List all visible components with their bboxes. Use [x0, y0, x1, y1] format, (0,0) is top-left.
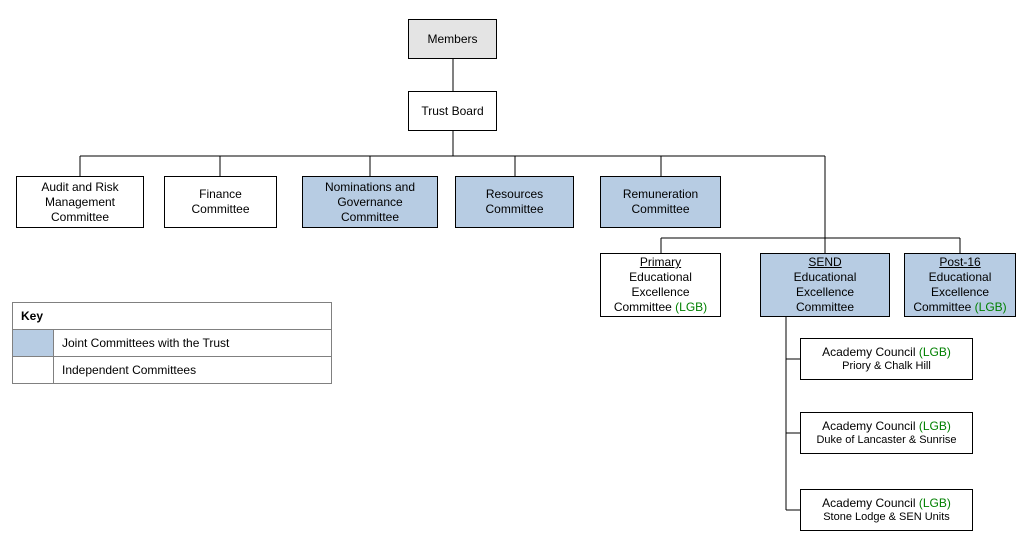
node-label: Members	[427, 32, 477, 47]
node-title: SEND	[808, 255, 841, 270]
node-academy-council-2: Academy Council (LGB) Duke of Lancaster …	[800, 412, 973, 454]
node-line: Educational	[794, 270, 857, 285]
node-line: Committee (LGB)	[913, 300, 1006, 315]
node-audit-risk: Audit and Risk Management Committee	[16, 176, 144, 228]
legend: Key Joint Committees with the Trust Inde…	[12, 302, 332, 384]
node-primary-eec: Primary Educational Excellence Committee…	[600, 253, 721, 317]
node-title: Post-16	[939, 255, 980, 270]
legend-label: Independent Committees	[54, 357, 331, 383]
legend-swatch-joint	[13, 330, 54, 356]
node-post16-eec: Post-16 Educational Excellence Committee…	[904, 253, 1016, 317]
lgb-tag: (LGB)	[919, 419, 951, 433]
lgb-tag: (LGB)	[919, 496, 951, 510]
node-line: Remuneration	[623, 187, 698, 202]
node-line: Educational	[629, 270, 692, 285]
legend-row: Joint Committees with the Trust	[13, 330, 331, 357]
lgb-tag: (LGB)	[975, 300, 1007, 314]
node-line: Management	[45, 195, 115, 210]
node-line: Excellence	[631, 285, 689, 300]
node-line: Finance	[199, 187, 242, 202]
node-line: Committee	[191, 202, 249, 217]
legend-label: Joint Committees with the Trust	[54, 330, 331, 356]
node-line: Educational	[929, 270, 992, 285]
node-line: Committee	[631, 202, 689, 217]
node-members: Members	[408, 19, 497, 59]
legend-swatch-indep	[13, 357, 54, 383]
node-finance: Finance Committee	[164, 176, 277, 228]
node-line: Committee	[341, 210, 399, 225]
node-line: Excellence	[931, 285, 989, 300]
lgb-tag: (LGB)	[919, 345, 951, 359]
node-line: Audit and Risk	[41, 180, 118, 195]
node-line: Academy Council (LGB)	[822, 496, 951, 511]
node-line: Committee	[485, 202, 543, 217]
node-remuneration: Remuneration Committee	[600, 176, 721, 228]
node-nominations: Nominations and Governance Committee	[302, 176, 438, 228]
node-label: Trust Board	[421, 104, 483, 119]
node-line: Committee	[796, 300, 854, 315]
node-title: Primary	[640, 255, 681, 270]
node-line: Academy Council (LGB)	[822, 419, 951, 434]
node-subline: Duke of Lancaster & Sunrise	[816, 434, 956, 448]
node-subline: Priory & Chalk Hill	[842, 360, 931, 374]
node-line: Academy Council (LGB)	[822, 345, 951, 360]
org-chart-canvas: Members Trust Board Audit and Risk Manag…	[0, 0, 1023, 559]
node-trust-board: Trust Board	[408, 91, 497, 131]
node-resources: Resources Committee	[455, 176, 574, 228]
node-line: Committee (LGB)	[614, 300, 707, 315]
node-academy-council-3: Academy Council (LGB) Stone Lodge & SEN …	[800, 489, 973, 531]
node-line: Resources	[486, 187, 543, 202]
node-line: Excellence	[796, 285, 854, 300]
node-line: Nominations and	[325, 180, 415, 195]
lgb-tag: (LGB)	[675, 300, 707, 314]
node-academy-council-1: Academy Council (LGB) Priory & Chalk Hil…	[800, 338, 973, 380]
legend-row: Independent Committees	[13, 357, 331, 383]
node-send-eec: SEND Educational Excellence Committee	[760, 253, 890, 317]
node-line: Governance	[337, 195, 402, 210]
legend-header: Key	[13, 303, 331, 330]
node-line: Committee	[51, 210, 109, 225]
node-subline: Stone Lodge & SEN Units	[823, 511, 950, 525]
